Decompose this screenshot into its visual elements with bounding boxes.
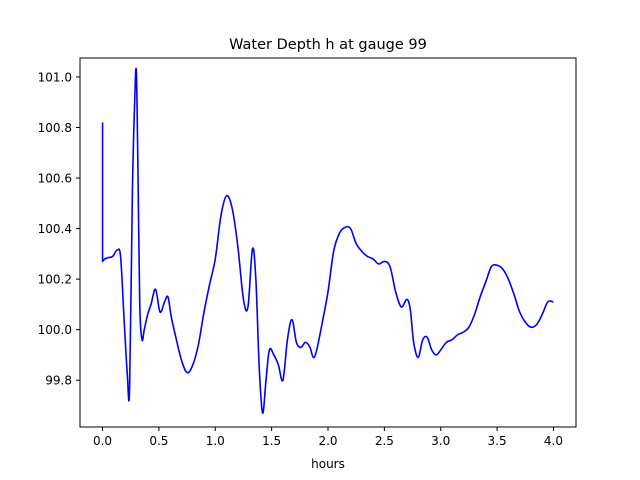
- series-line-0: [101, 67, 554, 414]
- y-tick-label: 100.2: [38, 273, 72, 287]
- x-tick-label: 1.5: [262, 434, 281, 448]
- y-tick-label: 100.4: [38, 222, 72, 236]
- chart-title: Water Depth h at gauge 99: [229, 37, 427, 53]
- x-tick-label: 3.0: [431, 434, 450, 448]
- x-axis-ticks: 0.0 0.5 1.0 1.5 2.0 2.5 3.0 3.5 4.0: [93, 427, 563, 448]
- y-axis-ticks: 99.8 100.0 100.2 100.4 100.6 100.8 101.0: [38, 70, 80, 388]
- plot-series: [101, 67, 554, 414]
- plot-area-frame: [79, 57, 577, 428]
- y-tick-label: 99.8: [45, 374, 72, 388]
- y-tick-label: 100.8: [38, 121, 72, 135]
- x-axis-label: hours: [311, 457, 345, 471]
- y-tick-label: 100.6: [38, 172, 72, 186]
- x-tick-label: 4.0: [544, 434, 563, 448]
- x-tick-label: 1.0: [206, 434, 225, 448]
- x-tick-label: 0.5: [149, 434, 168, 448]
- x-tick-label: 0.0: [93, 434, 112, 448]
- y-tick-label: 101.0: [38, 70, 72, 84]
- x-tick-label: 2.0: [318, 434, 337, 448]
- x-tick-label: 2.5: [375, 434, 394, 448]
- x-tick-label: 3.5: [488, 434, 507, 448]
- y-tick-label: 100.0: [38, 323, 72, 337]
